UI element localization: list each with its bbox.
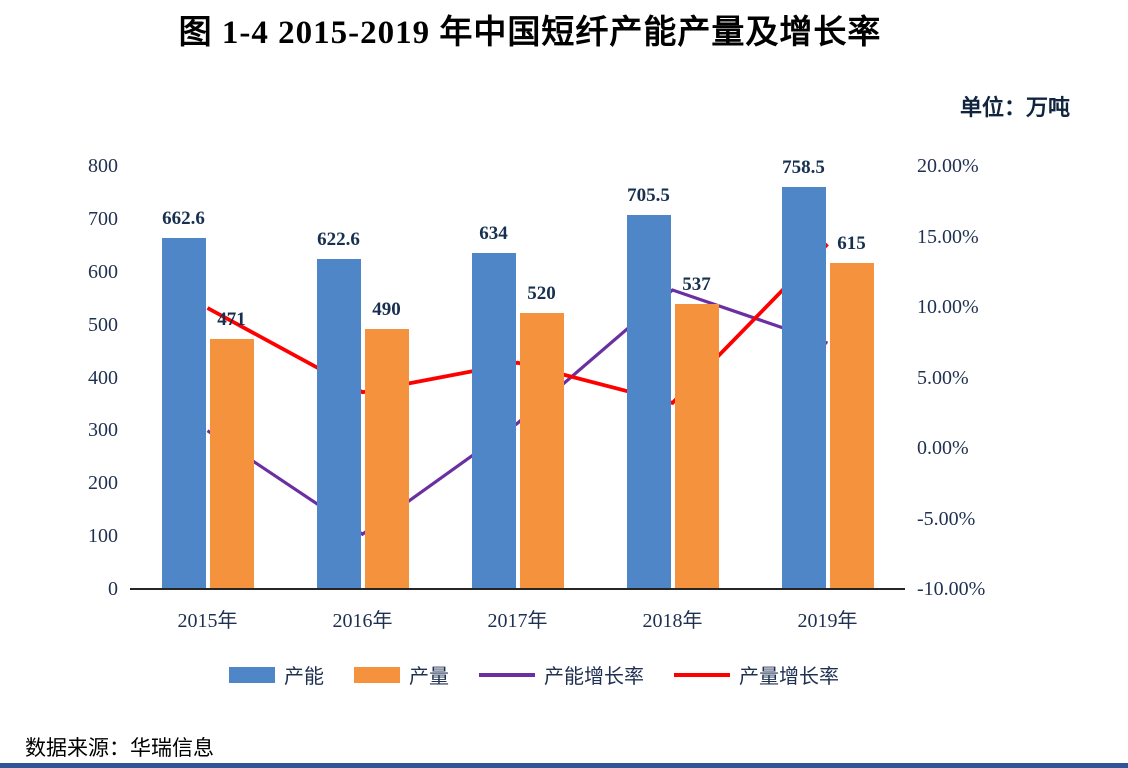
bar-value-label: 662.6 <box>162 207 205 229</box>
production-bar <box>209 338 254 588</box>
legend-line-swatch <box>674 672 730 677</box>
x-axis-tick-label: 2017年 <box>487 610 548 632</box>
production-growth-line <box>206 242 829 406</box>
footer-strip <box>0 763 1128 768</box>
y-axis-left-tick-label: 0 <box>108 578 118 600</box>
legend-item-label: 产能 <box>284 666 324 688</box>
capacity-bar <box>471 252 516 588</box>
legend-item: 产能 <box>229 660 324 689</box>
source-note: 数据来源：华瑞信息 <box>25 736 214 760</box>
y-axis-left-tick-label: 700 <box>88 207 118 230</box>
bar-value-label: 622.6 <box>317 228 360 250</box>
y-axis-left-tick-label: 600 <box>88 260 118 283</box>
capacity-bar <box>161 237 206 588</box>
y-axis-right-tick-label: 5.00% <box>917 366 969 389</box>
y-axis-left-tick-label: 300 <box>88 419 118 442</box>
capacity-bar <box>316 258 361 588</box>
production-bar <box>674 304 719 588</box>
legend-item-label: 产量 <box>409 666 449 688</box>
capacity-bar <box>626 214 671 588</box>
y-axis-left-tick-label: 200 <box>88 472 118 495</box>
x-axis: 2015年 2016年 2017年 2018年 2019年 <box>130 604 905 634</box>
production-bar <box>364 328 409 588</box>
legend-line-swatch <box>479 672 535 677</box>
legend-bar-swatch <box>229 666 275 683</box>
y-axis-right-tick-label: -5.00% <box>917 507 976 530</box>
x-axis-tick-label: 2018年 <box>642 610 703 632</box>
y-axis-right-tick-label: 20.00% <box>917 155 979 177</box>
legend: 产能 产量 产能增长率 产量增长率 <box>0 660 1068 689</box>
bar-value-label: 758.5 <box>782 156 825 178</box>
y-axis-left-tick-label: 100 <box>88 525 118 548</box>
bar-value-label: 490 <box>372 298 401 320</box>
y-axis-right-tick-label: 15.00% <box>917 225 979 248</box>
capacity-growth-line <box>206 288 829 537</box>
bar-value-label: 634 <box>479 222 508 244</box>
y-axis-left-tick-label: 500 <box>88 313 118 336</box>
x-axis-tick-label: 2016年 <box>332 610 393 632</box>
y-axis-right-tick-label: 0.00% <box>917 437 969 459</box>
y-axis-left: 800 700 600 500 400 300 200 100 0 <box>55 155 118 600</box>
bar-value-label: 471 <box>217 308 246 330</box>
plot-area: 662.6 622.6 634 705.5 758.5 471 490 520 537 615 <box>130 157 905 590</box>
chart-title: 图 1-4 2015-2019 年中国短纤产能产量及增长率 <box>178 15 882 51</box>
y-axis-left-tick-label: 800 <box>88 155 118 177</box>
legend-item: 产量增长率 <box>674 660 839 689</box>
legend-bar-swatch <box>354 666 400 683</box>
bar-value-label: 705.5 <box>627 184 670 206</box>
y-axis-right: 20.00% 15.00% 10.00% 5.00% 0.00% -5.00% -10.00… <box>917 155 1047 600</box>
y-axis-right-tick-label: 10.00% <box>917 296 979 318</box>
bar-value-label: 615 <box>837 232 866 254</box>
y-axis-left-tick-label: 400 <box>88 366 118 389</box>
bar-value-label: 520 <box>527 283 556 305</box>
production-bar <box>519 313 564 588</box>
x-axis-tick-label: 2019年 <box>797 610 858 632</box>
production-bar <box>829 262 874 588</box>
legend-item-label: 产量增长率 <box>739 666 839 688</box>
x-axis-tick-label: 2015年 <box>177 610 238 632</box>
bar-value-label: 537 <box>682 274 711 296</box>
capacity-bar <box>781 186 826 588</box>
unit-label: 单位：万吨 <box>959 95 1070 120</box>
legend-item: 产量 <box>354 660 449 689</box>
legend-item: 产能增长率 <box>479 660 644 689</box>
legend-item-label: 产能增长率 <box>544 666 644 688</box>
y-axis-right-tick-label: -10.00% <box>917 578 986 600</box>
